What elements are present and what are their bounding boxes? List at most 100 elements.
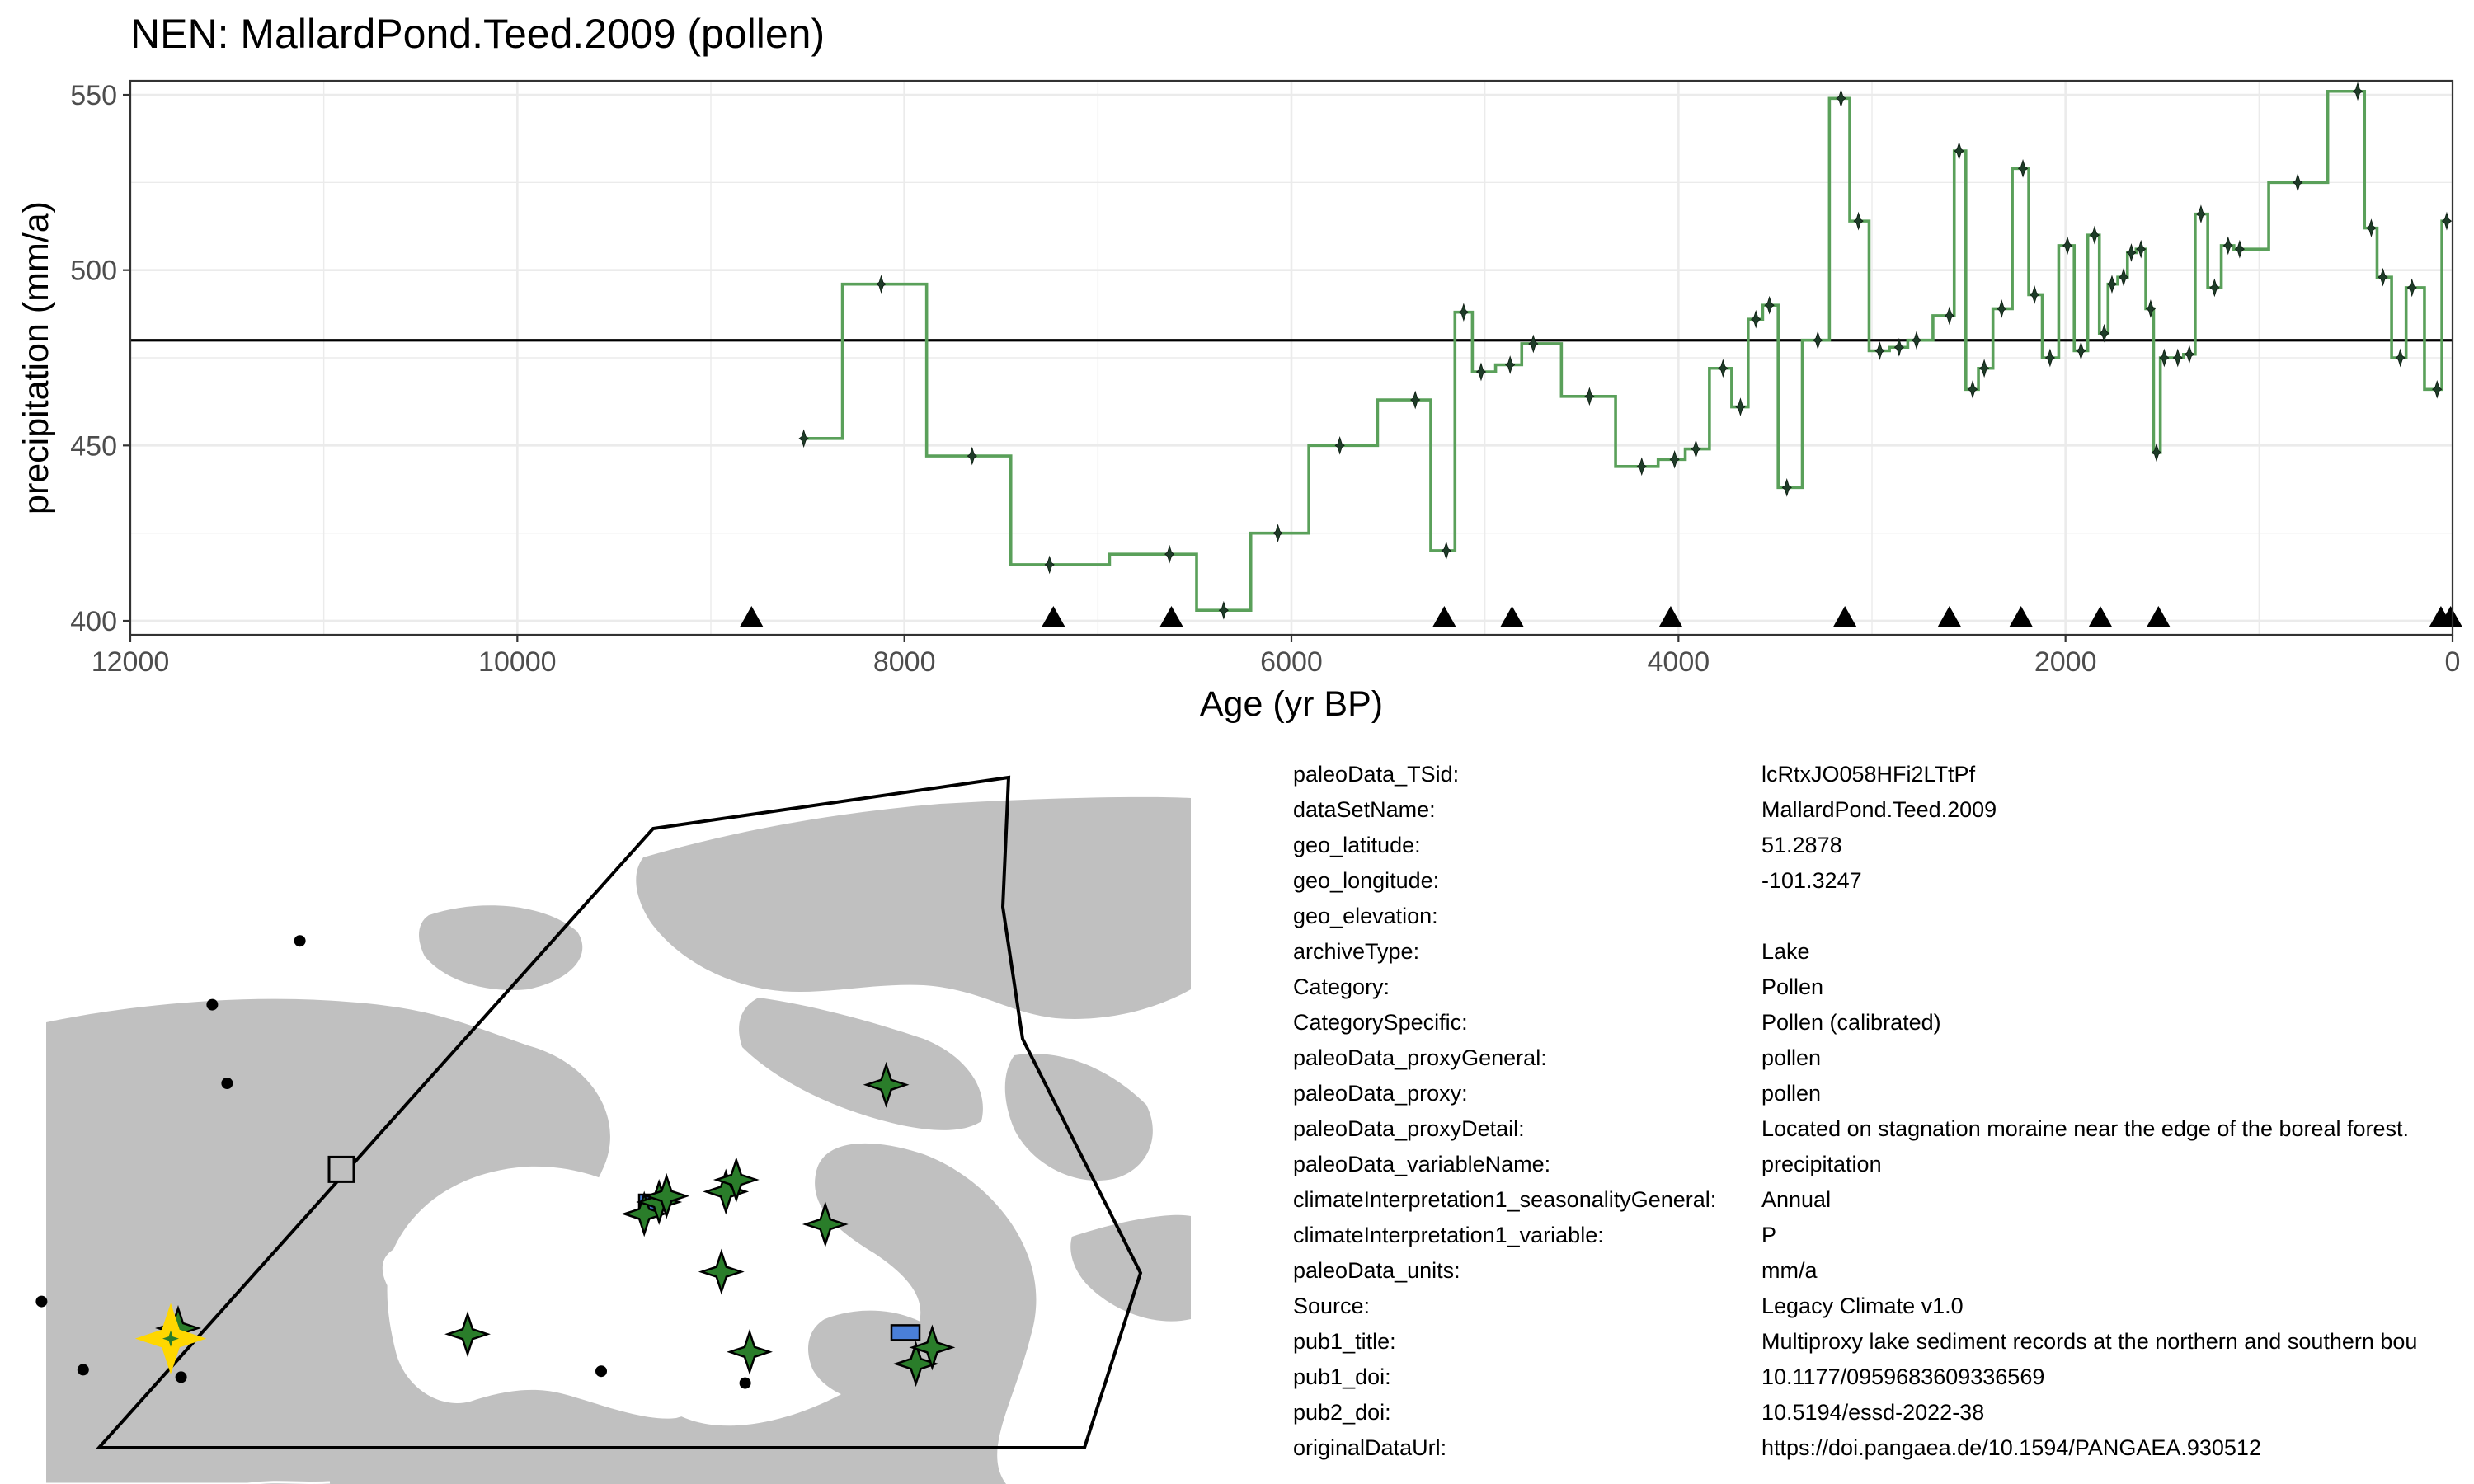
data-point [1528,334,1539,354]
data-point [2395,348,2406,368]
data-point [2172,348,2183,368]
x-tick-label: 0 [2445,646,2461,678]
age-marker-triangle [2439,606,2462,627]
y-tick-label: 500 [70,256,117,287]
y-tick-label: 400 [70,606,117,637]
data-point [1584,387,1595,406]
metadata-key: Category: [1293,974,1390,999]
data-point [2029,285,2040,304]
data-point [1997,299,2007,318]
land-arctic-island-b [1004,1054,1153,1181]
metadata-key: paleoData_units: [1293,1258,1460,1283]
metadata-row: paleoData_units: mm/a [1293,1258,2474,1294]
metadata-value: MallardPond.Teed.2009 [1761,797,1997,822]
data-point [1735,397,1746,416]
metadata-value: Annual [1761,1187,1832,1212]
site-dot [206,998,219,1011]
precipitation-chart: NEN: MallardPond.Teed.2009 (pollen) 4004… [16,11,2462,724]
metadata-row: paleoData_proxyGeneral: pollen [1293,1045,2474,1081]
age-marker-triangle [1833,606,1857,627]
data-point [2406,278,2417,298]
data-point [2293,173,2303,192]
metadata-value: 10.1177/0959683609336569 [1761,1364,2045,1389]
data-point [1718,359,1729,378]
data-point [2195,204,2207,223]
x-axis-label: Age (yr BP) [1200,684,1383,724]
metadata-value: Pollen [1761,974,1824,999]
metadata-row: pub1_doi: 10.1177/0959683609336569 [1293,1364,2474,1400]
hudson-bay [387,1166,720,1419]
site-square [327,1155,355,1183]
metadata-key: geo_longitude: [1293,868,1440,893]
metadata-row: dataSetName: MallardPond.Teed.2009 [1293,797,2474,833]
data-point [1853,211,1864,231]
data-point [2222,236,2233,256]
data-point [1751,309,1761,329]
metadata-value: precipitation [1761,1152,1882,1176]
age-marker-triangle [2147,606,2171,627]
data-point [1893,337,1905,357]
metadata-value: pollen [1761,1045,1822,1070]
data-point [2151,443,2162,463]
age-marker-triangle [1159,606,1183,627]
site-map [35,775,1191,1484]
metadata-row: paleoData_TSid: lcRtxJO058HFi2LTtPf [1293,762,2474,797]
metadata-key: paleoData_proxyGeneral: [1293,1045,1547,1070]
data-point [2118,267,2129,287]
data-point [2352,82,2363,101]
data-point [1944,306,1955,326]
data-point [1164,544,1175,564]
age-marker-triangle [2009,606,2033,627]
data-point [2044,348,2056,368]
y-axis-ticks: 400 450 500 550 [70,80,130,637]
metadata-value: mm/a [1761,1258,1818,1283]
age-control-markers [740,606,2462,627]
data-point [1967,379,1978,399]
metadata-key: originalDataUrl: [1293,1435,1447,1460]
data-point [1764,295,1775,315]
data-point [2062,236,2073,256]
site-dot [175,1371,187,1383]
data-point [1044,555,1055,575]
metadata-key: paleoData_TSid: [1293,762,1460,787]
metadata-key: paleoData_proxy: [1293,1081,1468,1106]
site-star [909,1324,956,1371]
data-point [1410,390,1421,410]
data-point [2378,267,2388,287]
metadata-value: Multiproxy lake sediment records at the … [1761,1329,2418,1354]
x-tick-label: 8000 [873,646,936,678]
metadata-key: archiveType: [1293,939,1420,964]
y-tick-label: 450 [70,430,117,462]
land-northern-islands [636,796,1191,1019]
metadata-row: geo_latitude: 51.2878 [1293,833,2474,868]
region-boundary [95,775,1143,1449]
metadata-row: Category: Pollen [1293,974,2474,1010]
metadata-value: -101.3247 [1761,868,1862,893]
metadata-row: CategorySpecific: Pollen (calibrated) [1293,1010,2474,1045]
site-markers [35,935,956,1389]
data-points [798,82,2453,620]
data-point [2136,239,2147,259]
metadata-value: 10.5194/essd-2022-38 [1761,1400,1985,1425]
data-point [2017,159,2029,178]
metadata-row: paleoData_proxyDetail: Located on stagna… [1293,1116,2474,1152]
metadata-value: Lake [1761,939,1810,964]
metadata-row: originalDataUrl: https://doi.pangaea.de/… [1293,1435,2474,1471]
metadata-key: geo_latitude: [1293,833,1421,857]
data-point [1954,141,1964,161]
metadata-key: pub1_title: [1293,1329,1396,1354]
site-dot [77,1364,89,1376]
site-star [802,1201,849,1247]
data-point [1441,541,1451,561]
site-star [713,1157,760,1203]
metadata-value: P [1761,1223,1777,1247]
land-layer [46,796,1191,1484]
site-star [892,1341,939,1388]
metadata-row: Source: Legacy Climate v1.0 [1293,1294,2474,1329]
metadata-table: paleoData_TSid: lcRtxJO058HFi2LTtPf data… [1293,762,2474,1479]
metadata-key: climateInterpretation1_variable: [1293,1223,1604,1247]
data-point [2076,341,2086,360]
land-mainland [46,998,1037,1484]
metadata-value: pollen [1761,1081,1822,1106]
age-marker-triangle [1937,606,1961,627]
